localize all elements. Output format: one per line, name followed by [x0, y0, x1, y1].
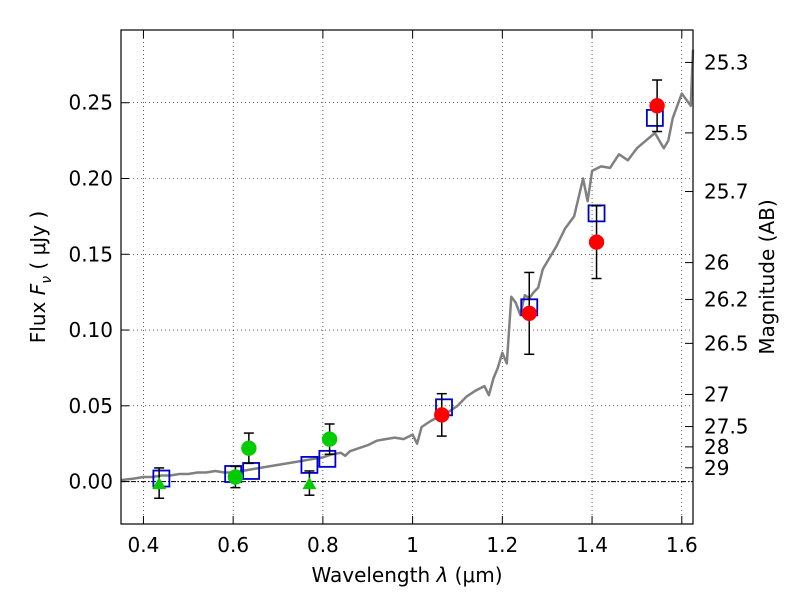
- observed-optical-point: [227, 469, 244, 485]
- y-tick-label: 0.00: [68, 470, 113, 494]
- y2-tick-label: 27: [704, 382, 729, 406]
- upper-limit-point: [302, 477, 317, 490]
- x-tick-label: 1.2: [486, 533, 518, 557]
- y2-tick-label: 25.5: [704, 121, 749, 145]
- observed-nir-point: [521, 305, 538, 322]
- observed-nir-point: [588, 234, 605, 250]
- x-tick-label: 1.4: [576, 533, 608, 557]
- y2-tick-label: 26.2: [704, 287, 749, 311]
- y2-tick-label: 28: [704, 435, 729, 459]
- x-tick-label: 1: [406, 533, 419, 557]
- y-tick-label: 0.10: [68, 318, 113, 342]
- y-axis-label: Flux Fν ( μJy ): [26, 211, 55, 343]
- y2-tick-label: 29: [704, 456, 729, 480]
- model-photometry-point: [318, 449, 337, 468]
- y-tick-label: 0.15: [68, 242, 113, 266]
- y-tick-label: 0.05: [68, 394, 113, 418]
- upper-limit-point: [152, 477, 167, 490]
- y-tick-label: 0.20: [68, 167, 113, 191]
- plot-frame: [120, 29, 694, 525]
- y2-tick-label: 27.5: [704, 415, 749, 439]
- y2-axis-label: Magnitude (AB): [755, 199, 779, 354]
- x-tick-label: 0.8: [307, 533, 339, 557]
- y2-tick-label: 25.3: [704, 50, 749, 74]
- x-tick-label: 0.4: [128, 533, 160, 557]
- observed-optical-point: [321, 431, 338, 447]
- x-axis-label: Wavelength λ (μm): [311, 563, 502, 587]
- observed-optical-point: [241, 440, 257, 456]
- series-layer: [120, 49, 695, 499]
- plot-background: [121, 30, 693, 524]
- x-tick-label: 0.6: [217, 533, 249, 557]
- x-tick-label: 1.6: [666, 533, 698, 557]
- y-tick-label: 0.25: [68, 91, 113, 115]
- ticks: 0.4 0.6 0.8 1 1.2 1.4 1.6 0.00 0.05 0.10 0.15 0.20 0…: [68, 30, 749, 557]
- y2-tick-label: 26.5: [704, 331, 749, 355]
- grid: [121, 30, 693, 524]
- observed-nir-point: [434, 407, 450, 423]
- y2-tick-label: 25.7: [704, 180, 749, 204]
- y2-tick-label: 26: [704, 251, 729, 275]
- observed-nir-point: [649, 98, 665, 114]
